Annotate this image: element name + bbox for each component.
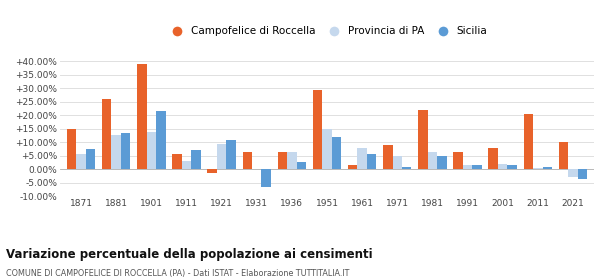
- Bar: [262, 169, 271, 186]
- Bar: [208, 169, 217, 173]
- Text: COMUNE DI CAMPOFELICE DI ROCCELLA (PA) - Dati ISTAT - Elaborazione TUTTITALIA.IT: COMUNE DI CAMPOFELICE DI ROCCELLA (PA) -…: [6, 269, 349, 278]
- Bar: [533, 168, 542, 169]
- Bar: [102, 99, 112, 169]
- Bar: [559, 142, 568, 169]
- Bar: [348, 165, 358, 169]
- Bar: [86, 149, 95, 169]
- Bar: [402, 167, 412, 169]
- Bar: [358, 148, 367, 169]
- Bar: [332, 137, 341, 169]
- Bar: [76, 154, 86, 169]
- Bar: [578, 169, 587, 179]
- Bar: [242, 151, 252, 169]
- Bar: [392, 156, 402, 169]
- Bar: [182, 161, 191, 169]
- Bar: [418, 110, 428, 169]
- Bar: [112, 136, 121, 169]
- Bar: [156, 111, 166, 169]
- Bar: [453, 152, 463, 169]
- Bar: [488, 148, 498, 169]
- Bar: [278, 152, 287, 169]
- Bar: [67, 129, 76, 169]
- Bar: [542, 167, 552, 169]
- Bar: [472, 165, 482, 169]
- Bar: [121, 133, 130, 169]
- Bar: [313, 90, 322, 169]
- Bar: [568, 169, 578, 177]
- Bar: [217, 143, 226, 169]
- Bar: [226, 140, 236, 169]
- Bar: [322, 129, 332, 169]
- Bar: [172, 154, 182, 169]
- Bar: [463, 165, 472, 169]
- Bar: [296, 162, 306, 169]
- Text: Variazione percentuale della popolazione ai censimenti: Variazione percentuale della popolazione…: [6, 248, 373, 261]
- Bar: [428, 151, 437, 169]
- Bar: [137, 64, 146, 169]
- Bar: [383, 145, 392, 169]
- Bar: [146, 132, 156, 169]
- Bar: [437, 156, 446, 169]
- Bar: [367, 154, 376, 169]
- Bar: [287, 151, 296, 169]
- Legend: Campofelice di Roccella, Provincia di PA, Sicilia: Campofelice di Roccella, Provincia di PA…: [163, 22, 491, 40]
- Bar: [191, 150, 201, 169]
- Bar: [508, 165, 517, 169]
- Bar: [524, 115, 533, 169]
- Bar: [498, 164, 508, 169]
